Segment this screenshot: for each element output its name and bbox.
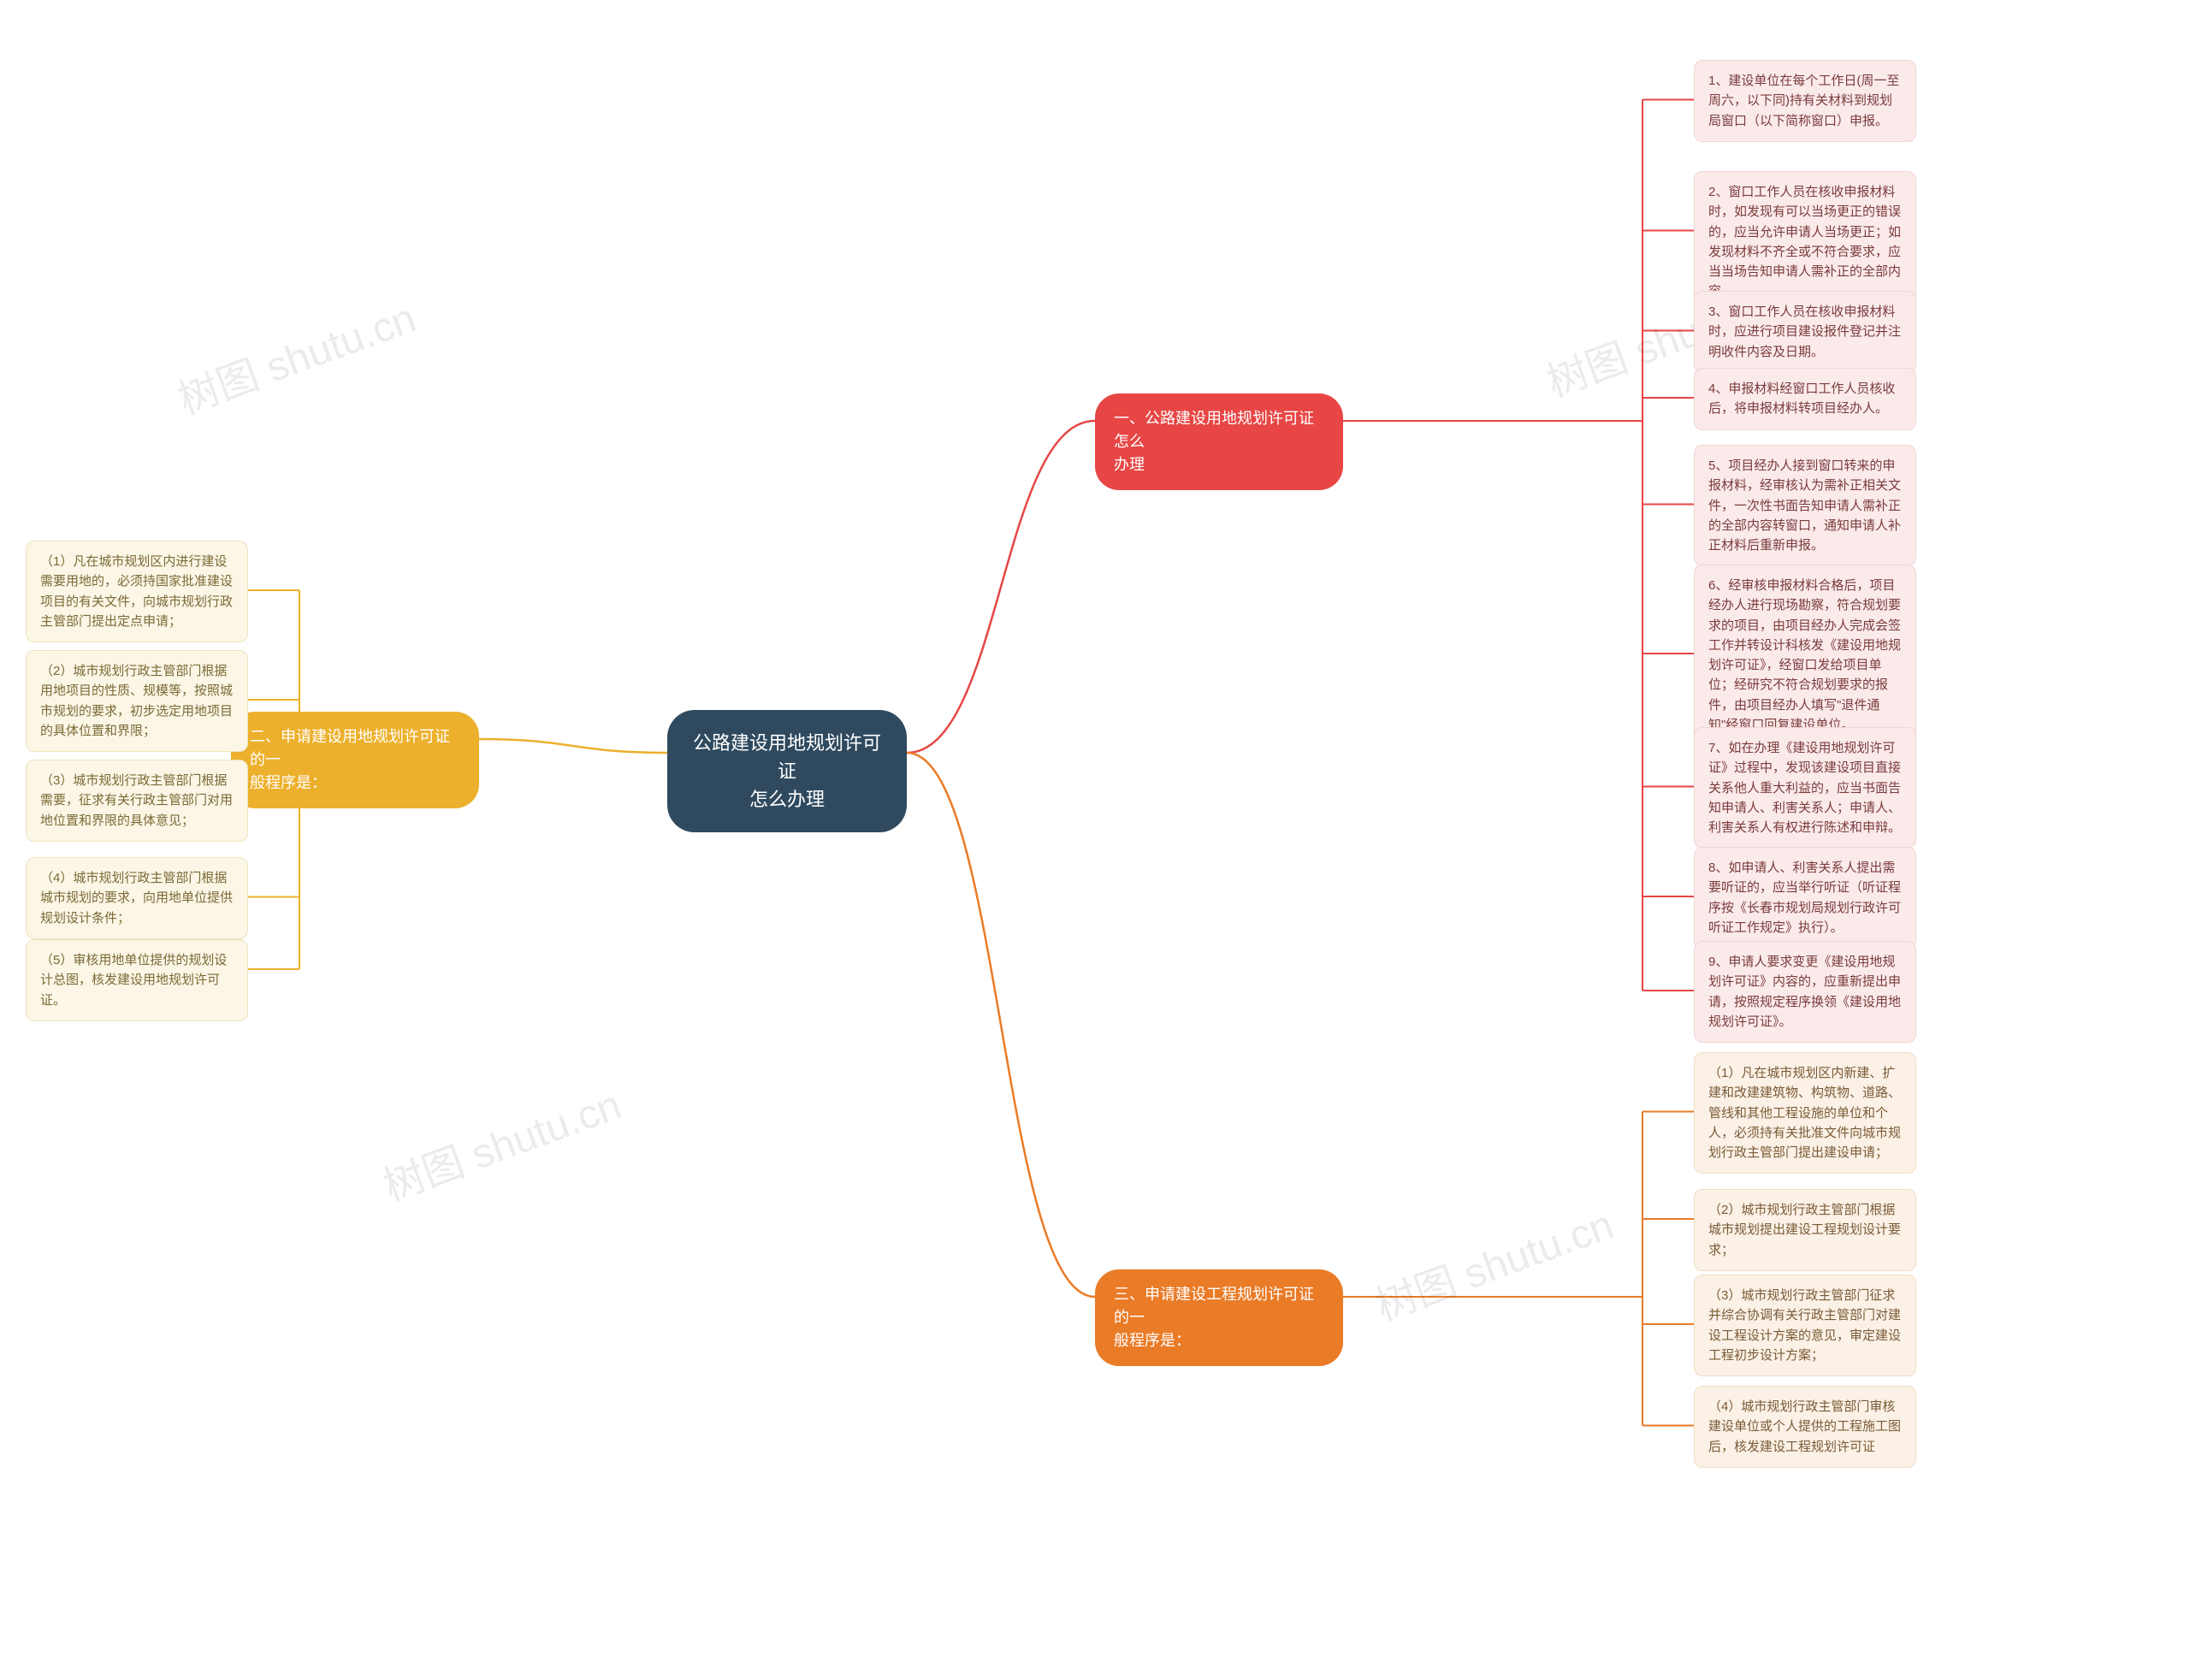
leaf-node: 7、如在办理《建设用地规划许可证》过程中，发现该建设项目直接关系他人重大利益的，… bbox=[1694, 727, 1916, 849]
branch-node-b1: 一、公路建设用地规划许可证怎么办理 bbox=[1095, 393, 1343, 490]
watermark: 树图 shutu.cn bbox=[1366, 1191, 1620, 1332]
leaf-node: （2）城市规划行政主管部门根据城市规划提出建设工程规划设计要求； bbox=[1694, 1189, 1916, 1271]
center-title-l1: 公路建设用地规划许可证 bbox=[684, 729, 890, 785]
leaf-node: 8、如申请人、利害关系人提出需要听证的，应当举行听证（听证程序按《长春市规划局规… bbox=[1694, 847, 1916, 949]
branch-node-b3: 三、申请建设工程规划许可证的一般程序是： bbox=[1095, 1269, 1343, 1366]
leaf-node: 5、项目经办人接到窗口转来的申报材料，经审核认为需补正相关文件，一次性书面告知申… bbox=[1694, 445, 1916, 566]
leaf-node: （3）城市规划行政主管部门征求并综合协调有关行政主管部门对建设工程设计方案的意见… bbox=[1694, 1275, 1916, 1376]
leaf-node: （4）城市规划行政主管部门审核建设单位或个人提供的工程施工图后，核发建设工程规划… bbox=[1694, 1386, 1916, 1468]
center-node: 公路建设用地规划许可证怎么办理 bbox=[667, 710, 907, 832]
leaf-node: 6、经审核申报材料合格后，项目经办人进行现场勘察，符合规划要求的项目，由项目经办… bbox=[1694, 565, 1916, 746]
branch-label-l2: 般程序是： bbox=[250, 772, 460, 795]
leaf-node: 9、申请人要求变更《建设用地规划许可证》内容的，应重新提出申请，按照规定程序换领… bbox=[1694, 941, 1916, 1043]
branch-label-l1: 一、公路建设用地规划许可证怎么 bbox=[1114, 407, 1324, 453]
watermark: 树图 shutu.cn bbox=[169, 284, 423, 425]
leaf-node: （5）审核用地单位提供的规划设计总图，核发建设用地规划许可证。 bbox=[26, 939, 248, 1021]
branch-label-l2: 般程序是： bbox=[1114, 1329, 1324, 1352]
branch-node-b2: 二、申请建设用地规划许可证的一般程序是： bbox=[231, 712, 479, 808]
branch-label-l1: 二、申请建设用地规划许可证的一 bbox=[250, 725, 460, 772]
branch-label-l2: 办理 bbox=[1114, 453, 1324, 476]
leaf-node: （1）凡在城市规划区内新建、扩建和改建建筑物、构筑物、道路、管线和其他工程设施的… bbox=[1694, 1052, 1916, 1174]
leaf-node: （2）城市规划行政主管部门根据用地项目的性质、规模等，按照城市规划的要求，初步选… bbox=[26, 650, 248, 752]
leaf-node: 1、建设单位在每个工作日(周一至周六，以下同)持有关材料到规划局窗口（以下简称窗… bbox=[1694, 60, 1916, 142]
watermark: 树图 shutu.cn bbox=[374, 1071, 628, 1212]
leaf-node: （3）城市规划行政主管部门根据需要，征求有关行政主管部门对用地位置和界限的具体意… bbox=[26, 760, 248, 842]
center-title-l2: 怎么办理 bbox=[684, 785, 890, 813]
leaf-node: 4、申报材料经窗口工作人员核收后，将申报材料转项目经办人。 bbox=[1694, 368, 1916, 430]
leaf-node: （4）城市规划行政主管部门根据城市规划的要求，向用地单位提供规划设计条件； bbox=[26, 857, 248, 939]
branch-label-l1: 三、申请建设工程规划许可证的一 bbox=[1114, 1283, 1324, 1329]
leaf-node: 3、窗口工作人员在核收申报材料时，应进行项目建设报件登记并注明收件内容及日期。 bbox=[1694, 291, 1916, 373]
leaf-node: （1）凡在城市规划区内进行建设需要用地的，必须持国家批准建设项目的有关文件，向城… bbox=[26, 541, 248, 642]
